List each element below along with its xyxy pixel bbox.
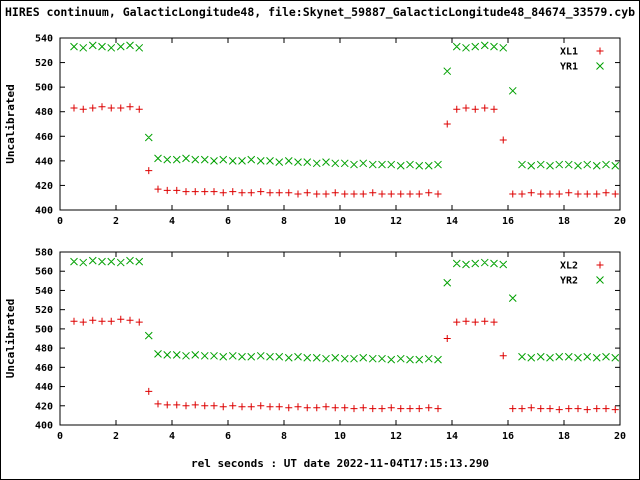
legend-label-XL2: XL2 [560, 261, 578, 272]
y-tick-label: 460 [35, 363, 53, 374]
x-tick-label: 6 [225, 431, 231, 442]
y-tick-label: 520 [35, 305, 53, 316]
top-panel: 0 2 4 6 8 10 12 14 16 18 20 400 420 440 460 480 500 520 54… [4, 34, 626, 228]
legend-label-YR1: YR1 [560, 62, 578, 73]
x-tick-label: 8 [281, 431, 287, 442]
x-tick-label: 18 [558, 216, 570, 227]
x-tick-label: 8 [281, 216, 287, 227]
y-tick-label: 460 [35, 132, 53, 143]
x-tick-label: 16 [502, 431, 514, 442]
y-tick-label: 400 [35, 421, 53, 432]
y-tick-label: 500 [35, 324, 53, 335]
y-tick-label: 440 [35, 382, 53, 393]
y-tick-label: 580 [35, 248, 53, 259]
series-XL1-points [70, 103, 619, 198]
legend-label-XL1: XL1 [560, 47, 578, 58]
top-y-axis-title: Uncalibrated [4, 84, 17, 163]
y-tick-label: 400 [35, 206, 53, 217]
x-tick-label: 6 [225, 216, 231, 227]
x-tick-label: 16 [502, 216, 514, 227]
x-tick-label: 2 [113, 216, 119, 227]
x-tick-label: 4 [169, 216, 175, 227]
series-XL2-points [70, 315, 619, 414]
x-tick-label: 0 [57, 431, 63, 442]
x-tick-label: 10 [334, 431, 346, 442]
y-tick-label: 420 [35, 181, 53, 192]
chart-title: HIRES continuum, GalacticLongitude48, fi… [5, 5, 635, 20]
x-tick-label: 20 [614, 216, 626, 227]
y-tick-label: 560 [35, 267, 53, 278]
x-tick-label: 4 [169, 431, 175, 442]
x-tick-label: 14 [446, 431, 458, 442]
x-tick-label: 14 [446, 216, 458, 227]
x-tick-label: 20 [614, 431, 626, 442]
bottom-y-axis-title: Uncalibrated [4, 299, 17, 378]
y-tick-label: 540 [35, 286, 53, 297]
x-tick-label: 0 [57, 216, 63, 227]
series-YR2-points [70, 256, 620, 364]
x-tick-label: 12 [390, 431, 402, 442]
legend-marker-YR1 [596, 62, 604, 70]
legend-marker-YR2 [596, 276, 604, 284]
legend-marker-XL2 [596, 261, 604, 269]
x-tick-label: 18 [558, 431, 570, 442]
x-axis-label: rel seconds : UT date 2022-11-04T17:15:1… [191, 457, 489, 470]
bottom-panel: 0 2 4 6 8 10 12 14 16 18 20 400 420 440 460 480 500 520 54… [4, 248, 626, 443]
y-tick-label: 540 [35, 34, 53, 45]
bottom-plot-border [59, 251, 621, 426]
y-tick-label: 480 [35, 344, 53, 355]
x-tick-label: 10 [334, 216, 346, 227]
legend-label-YR2: YR2 [560, 276, 578, 287]
y-tick-label: 520 [35, 58, 53, 69]
series-YR1-points [70, 41, 620, 170]
y-tick-label: 480 [35, 107, 53, 118]
y-tick-label: 420 [35, 401, 53, 412]
top-plot-border [59, 37, 621, 211]
y-tick-label: 500 [35, 83, 53, 94]
x-tick-label: 12 [390, 216, 402, 227]
y-tick-label: 440 [35, 156, 53, 167]
legend-marker-XL1 [596, 47, 604, 55]
x-tick-label: 2 [113, 431, 119, 442]
